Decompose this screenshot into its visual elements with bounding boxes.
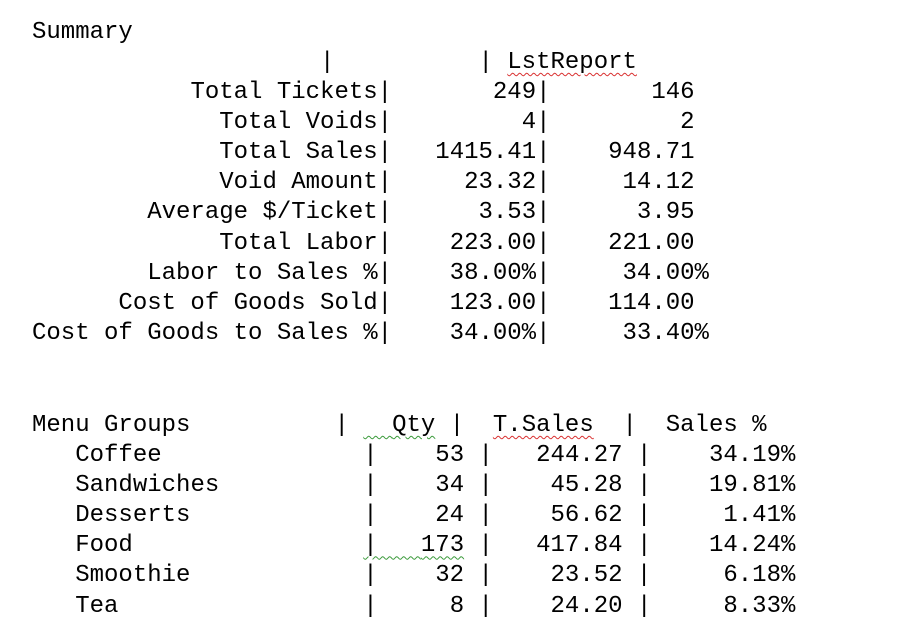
summary-row: Average $/Ticket| 3.53| 3.95 <box>147 199 695 227</box>
menu-group-name: Tea <box>75 592 119 620</box>
summary-row-label: Cost of Goods to Sales % <box>32 319 378 347</box>
menu-groups-header-label: Menu Groups <box>32 412 191 439</box>
menu-group-sales: 56.62 <box>550 502 623 530</box>
menu-group-pct: 34.19% <box>708 442 796 469</box>
menu-group-row: Food | 173 | 417.84 | 14.24% <box>75 532 796 560</box>
menu-group-pct: 19.81% <box>708 472 796 500</box>
summary-row-label: Total Voids <box>219 109 378 137</box>
summary-row-current: 123.00 <box>449 289 537 317</box>
menu-group-qty: 34 <box>435 472 465 500</box>
summary-row-label: Total Sales <box>219 139 378 167</box>
summary-row-current: 23.32 <box>464 169 537 197</box>
summary-row-last: 948.71 <box>608 139 695 167</box>
menu-group-sales: 417.84 <box>536 532 623 560</box>
summary-row-current: 38.00% <box>449 259 537 287</box>
summary-row-last: 146 <box>651 79 695 106</box>
summary-row: Total Tickets| 249| 146 <box>190 79 695 106</box>
menu-group-pct: 14.24% <box>708 532 796 560</box>
menu-group-name: Smoothie <box>75 562 191 590</box>
summary-row: Cost of Goods to Sales %| 34.00%| 33.40% <box>32 319 709 347</box>
summary-row-current: 1415.41 <box>435 139 537 167</box>
summary-row-current: 249 <box>492 79 537 106</box>
menu-groups-header-pct: Sales % <box>665 412 767 439</box>
menu-group-qty: 24 <box>435 502 465 530</box>
summary-row-label: Total Labor <box>219 229 378 257</box>
summary-col-header: LstReport <box>507 49 637 76</box>
menu-group-name: Desserts <box>75 502 191 530</box>
summary-row: Cost of Goods Sold| 123.00| 114.00 <box>118 289 695 317</box>
menu-groups-header-sales: T.Sales <box>492 412 594 439</box>
menu-group-qty: 53 <box>435 442 465 469</box>
menu-group-qty: 8 <box>449 592 465 620</box>
summary-row: Void Amount| 23.32| 14.12 <box>219 169 695 197</box>
summary-header-row: | | LstReport <box>32 49 637 76</box>
summary-row-last: 14.12 <box>622 169 695 197</box>
summary-row-last: 34.00% <box>622 259 709 287</box>
menu-group-sales: 244.27 <box>536 442 623 469</box>
menu-group-row: Sandwiches | 34 | 45.28 | 19.81% <box>75 472 796 500</box>
menu-group-name: Food <box>75 532 133 560</box>
menu-group-row: Desserts | 24 | 56.62 | 1.41% <box>75 502 796 530</box>
summary-row-label: Labor to Sales % <box>147 259 378 287</box>
menu-group-pct: 1.41% <box>723 502 796 530</box>
summary-row-label: Total Tickets <box>190 79 378 106</box>
summary-row: Labor to Sales %| 38.00%| 34.00% <box>147 259 709 287</box>
menu-group-row: Coffee | 53 | 244.27 | 34.19% <box>75 442 796 469</box>
summary-row-last: 114.00 <box>608 289 695 317</box>
summary-row-last: 2 <box>680 109 695 137</box>
menu-group-sales: 24.20 <box>550 592 623 620</box>
summary-row-label: Average $/Ticket <box>147 199 378 227</box>
summary-row-last: 221.00 <box>608 229 695 257</box>
menu-group-name: Sandwiches <box>75 472 220 500</box>
menu-group-qty: 173 <box>420 532 465 560</box>
summary-row-label: Void Amount <box>219 169 378 197</box>
menu-group-pct: 8.33% <box>723 592 796 620</box>
summary-row-current: 34.00% <box>449 319 537 347</box>
summary-row-current: 4 <box>521 109 537 137</box>
summary-row: Total Sales| 1415.41| 948.71 <box>219 139 695 167</box>
summary-title: Summary <box>32 19 133 46</box>
summary-row: Total Voids| 4| 2 <box>219 109 695 137</box>
summary-row: Total Labor| 223.00| 221.00 <box>219 229 695 257</box>
menu-group-qty: 32 <box>435 562 465 590</box>
menu-group-sales: 23.52 <box>550 562 623 590</box>
menu-group-name: Coffee <box>75 442 162 469</box>
summary-row-current: 3.53 <box>478 199 537 227</box>
menu-group-row: Tea | 8 | 24.20 | 8.33% <box>75 592 796 620</box>
summary-row-last: 33.40% <box>622 319 709 347</box>
menu-groups-header-qty: Qty <box>392 412 436 439</box>
summary-row-current: 223.00 <box>449 229 537 257</box>
menu-group-pct: 6.18% <box>723 562 796 590</box>
summary-row-label: Cost of Goods Sold <box>118 289 378 317</box>
summary-row-last: 3.95 <box>636 199 695 227</box>
menu-groups-header-row: Menu Groups | Qty | T.Sales | Sales % <box>32 412 767 439</box>
menu-group-row: Smoothie | 32 | 23.52 | 6.18% <box>75 562 796 590</box>
menu-group-sales: 45.28 <box>550 472 623 500</box>
